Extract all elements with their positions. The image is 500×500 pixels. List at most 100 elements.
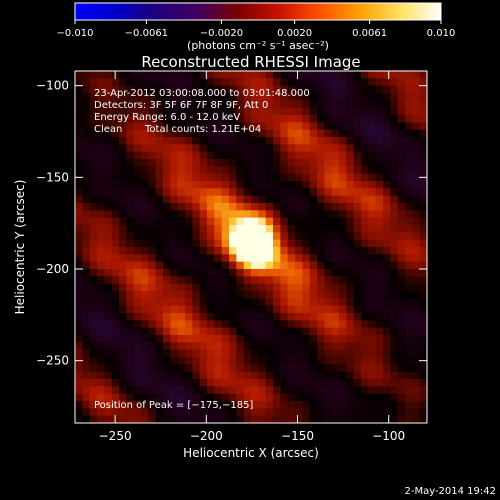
- heatmap-cell: [155, 393, 164, 402]
- heatmap-cell: [148, 401, 157, 409]
- heatmap-cell: [405, 291, 413, 299]
- heatmap-cell: [419, 415, 427, 423]
- heatmap-cell: [331, 269, 340, 277]
- heatmap-cell: [82, 313, 91, 321]
- heatmap-cell: [295, 254, 303, 263]
- heatmap-cell: [390, 342, 399, 351]
- heatmap-cell: [265, 342, 274, 351]
- heatmap-cell: [339, 225, 347, 233]
- heatmap-cell: [287, 93, 296, 101]
- heatmap-cell: [170, 254, 179, 263]
- heatmap-cell: [353, 159, 362, 167]
- heatmap-cell: [419, 181, 427, 189]
- heatmap-cell: [324, 137, 333, 145]
- heatmap-cell: [89, 291, 98, 299]
- heatmap-cell: [346, 210, 355, 219]
- heatmap-cell: [207, 254, 215, 263]
- heatmap-cell: [251, 151, 259, 160]
- heatmap-cell: [251, 298, 259, 307]
- heatmap-cell: [412, 408, 421, 417]
- heatmap-cell: [207, 239, 215, 248]
- heatmap-cell: [148, 203, 157, 211]
- heatmap-cell: [133, 225, 142, 233]
- heatmap-cell: [243, 225, 252, 233]
- heatmap-cell: [375, 371, 384, 380]
- heatmap-cell: [302, 371, 311, 380]
- heatmap-cell: [207, 305, 215, 314]
- heatmap-cell: [104, 100, 113, 109]
- heatmap-cell: [287, 225, 296, 233]
- heatmap-cell: [177, 393, 186, 402]
- heatmap-cell: [412, 261, 421, 270]
- heatmap-cell: [207, 298, 215, 307]
- heatmap-cell: [177, 320, 186, 329]
- heatmap-cell: [75, 320, 83, 329]
- heatmap-cell: [397, 129, 406, 138]
- heatmap-cell: [353, 78, 362, 87]
- heatmap-cell: [287, 85, 296, 94]
- heatmap-cell: [251, 173, 259, 182]
- heatmap-cell: [111, 210, 120, 219]
- heatmap-cell: [133, 276, 142, 285]
- heatmap-cell: [192, 181, 201, 189]
- heatmap-cell: [229, 269, 237, 277]
- heatmap-cell: [331, 320, 340, 329]
- heatmap-cell: [251, 335, 259, 343]
- heatmap-cell: [309, 144, 318, 153]
- heatmap-cell: [89, 144, 98, 153]
- heatmap-cell: [265, 225, 274, 233]
- heatmap-cell: [221, 225, 230, 233]
- heatmap-cell: [375, 269, 384, 277]
- heatmap-cell: [119, 225, 127, 233]
- heatmap-cell: [170, 393, 179, 402]
- heatmap-cell: [419, 239, 427, 248]
- heatmap-cell: [331, 122, 340, 131]
- heatmap-cell: [368, 129, 377, 138]
- heatmap-cell: [243, 78, 252, 87]
- heatmap-cell: [302, 100, 311, 109]
- heatmap-cell: [302, 151, 311, 160]
- heatmap-cell: [405, 357, 413, 365]
- heatmap-cell: [119, 357, 127, 365]
- heatmap-cell: [397, 239, 406, 248]
- heatmap-cell: [75, 210, 83, 219]
- heatmap-cell: [295, 129, 303, 138]
- heatmap-cell: [273, 342, 281, 351]
- heatmap-cell: [361, 247, 369, 255]
- heatmap-cell: [163, 188, 171, 197]
- heatmap-cell: [199, 415, 208, 423]
- heatmap-cell: [397, 261, 406, 270]
- heatmap-cell: [229, 217, 237, 226]
- heatmap-cell: [89, 393, 98, 402]
- heatmap-cell: [243, 401, 252, 409]
- heatmap-cell: [141, 225, 149, 233]
- colorbar-tick-label: 0.0020: [277, 28, 312, 39]
- heatmap-cell: [419, 305, 427, 314]
- heatmap-cell: [258, 195, 267, 204]
- heatmap-cell: [309, 401, 318, 409]
- heatmap-cell: [236, 254, 245, 263]
- heatmap-cell: [126, 386, 135, 395]
- heatmap-cell: [287, 335, 296, 343]
- heatmap-cell: [119, 85, 127, 94]
- heatmap-cell: [155, 415, 164, 423]
- heatmap-cell: [324, 166, 333, 175]
- heatmap-cell: [229, 254, 237, 263]
- heatmap-cell: [155, 327, 164, 336]
- heatmap-cell: [133, 291, 142, 299]
- heatmap-cell: [119, 195, 127, 204]
- heatmap-cell: [324, 320, 333, 329]
- heatmap-cell: [82, 291, 91, 299]
- heatmap-cell: [170, 349, 179, 358]
- heatmap-cell: [236, 320, 245, 329]
- heatmap-cell: [353, 232, 362, 241]
- heatmap-cell: [324, 85, 333, 94]
- heatmap-cell: [324, 269, 333, 277]
- heatmap-cell: [368, 217, 377, 226]
- heatmap-cell: [309, 357, 318, 365]
- heatmap-cell: [75, 364, 83, 373]
- heatmap-cell: [368, 151, 377, 160]
- heatmap-cell: [412, 181, 421, 189]
- heatmap-cell: [89, 283, 98, 292]
- heatmap-cell: [229, 247, 237, 255]
